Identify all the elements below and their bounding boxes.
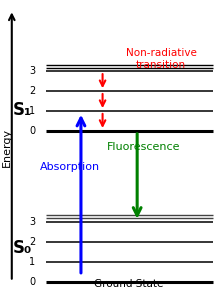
Text: Ground State: Ground State (94, 279, 163, 289)
Text: Energy: Energy (1, 127, 11, 167)
Text: 3: 3 (29, 66, 35, 76)
Text: 1: 1 (29, 257, 35, 267)
Text: 3: 3 (29, 217, 35, 227)
Text: 0: 0 (29, 277, 35, 287)
Text: Absorption: Absorption (40, 163, 100, 173)
Text: Non-radiative
transition: Non-radiative transition (125, 49, 196, 70)
Text: Fluorescence: Fluorescence (107, 142, 180, 152)
Text: 2: 2 (29, 86, 35, 96)
Text: 1: 1 (29, 106, 35, 116)
Text: 2: 2 (29, 237, 35, 247)
Text: S₁: S₁ (13, 101, 32, 119)
Text: S₀: S₀ (13, 239, 32, 257)
Text: 0: 0 (29, 126, 35, 136)
